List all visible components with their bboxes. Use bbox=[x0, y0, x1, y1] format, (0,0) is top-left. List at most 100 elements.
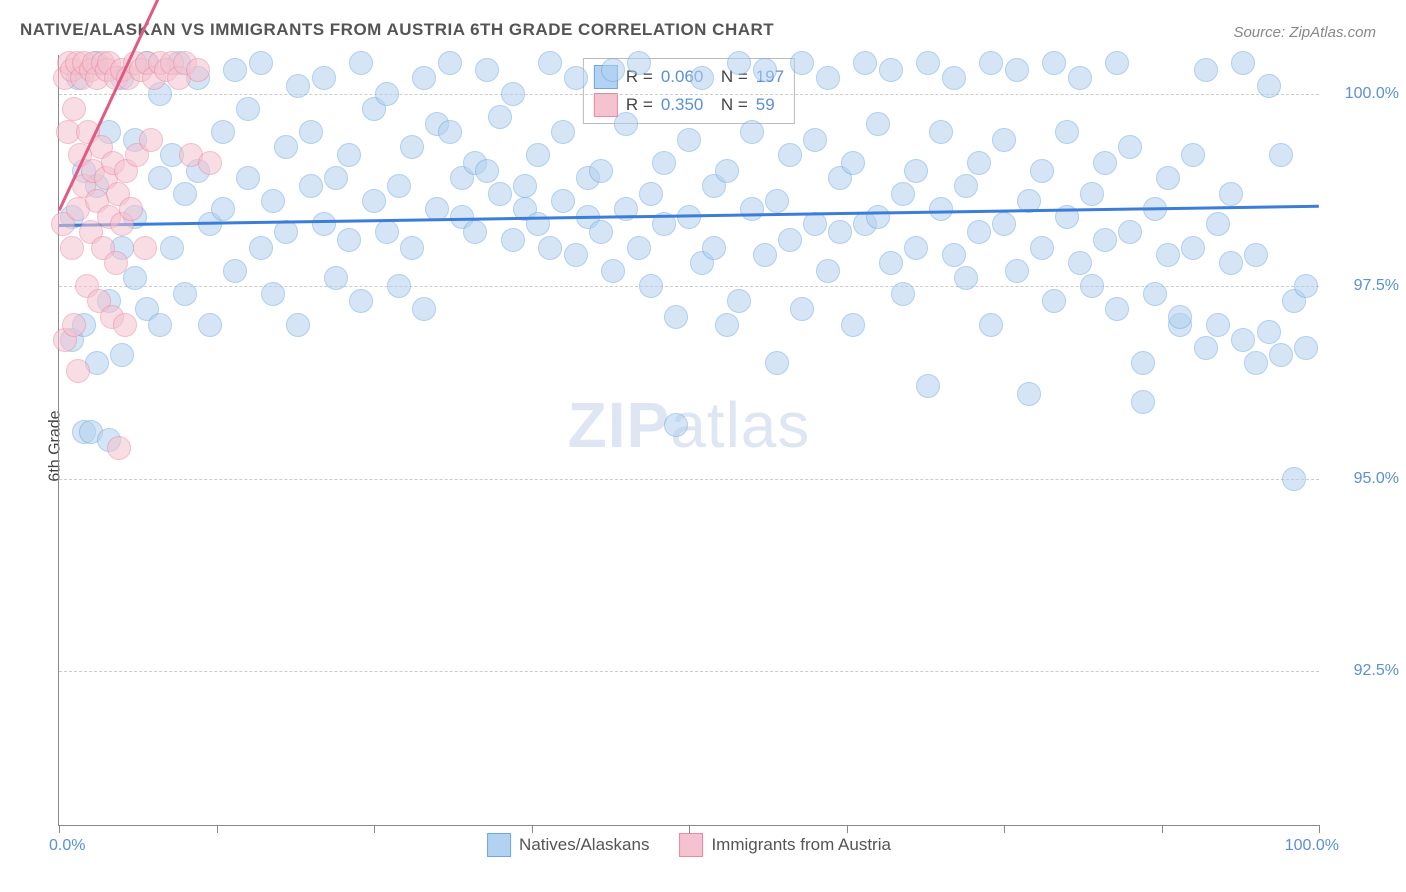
data-point bbox=[375, 220, 399, 244]
data-point bbox=[1080, 182, 1104, 206]
data-point bbox=[841, 151, 865, 175]
data-point bbox=[639, 274, 663, 298]
gridline bbox=[59, 286, 1319, 287]
data-point bbox=[249, 51, 273, 75]
data-point bbox=[501, 228, 525, 252]
x-tick bbox=[1162, 825, 1163, 833]
data-point bbox=[1269, 143, 1293, 167]
data-point bbox=[475, 58, 499, 82]
x-tick bbox=[1319, 825, 1320, 833]
data-point bbox=[1294, 336, 1318, 360]
data-point bbox=[538, 236, 562, 260]
data-point bbox=[778, 143, 802, 167]
data-point bbox=[1105, 51, 1129, 75]
data-point bbox=[1269, 343, 1293, 367]
data-point bbox=[488, 105, 512, 129]
data-point bbox=[387, 174, 411, 198]
data-point bbox=[879, 251, 903, 275]
data-point bbox=[790, 297, 814, 321]
data-point bbox=[664, 413, 688, 437]
x-tick bbox=[59, 825, 60, 833]
chart-title: NATIVE/ALASKAN VS IMMIGRANTS FROM AUSTRI… bbox=[20, 20, 774, 40]
data-point bbox=[601, 259, 625, 283]
data-point bbox=[589, 220, 613, 244]
data-point bbox=[627, 236, 651, 260]
data-point bbox=[1042, 289, 1066, 313]
data-point bbox=[1257, 74, 1281, 98]
y-tick-label: 92.5% bbox=[1329, 662, 1399, 680]
data-point bbox=[223, 259, 247, 283]
data-point bbox=[765, 351, 789, 375]
data-point bbox=[1143, 282, 1167, 306]
data-point bbox=[463, 220, 487, 244]
data-point bbox=[702, 236, 726, 260]
data-point bbox=[400, 135, 424, 159]
x-tick bbox=[374, 825, 375, 833]
x-axis-min-label: 0.0% bbox=[49, 837, 85, 855]
legend-label: Immigrants from Austria bbox=[711, 835, 891, 855]
data-point bbox=[601, 58, 625, 82]
data-point bbox=[1244, 243, 1268, 267]
data-point bbox=[1118, 135, 1142, 159]
data-point bbox=[148, 166, 172, 190]
data-point bbox=[753, 58, 777, 82]
data-point bbox=[198, 151, 222, 175]
data-point bbox=[349, 289, 373, 313]
data-point bbox=[62, 97, 86, 121]
legend-label: Natives/Alaskans bbox=[519, 835, 649, 855]
watermark: ZIPatlas bbox=[568, 388, 811, 462]
data-point bbox=[1194, 58, 1218, 82]
data-point bbox=[1005, 58, 1029, 82]
data-point bbox=[337, 143, 361, 167]
data-point bbox=[1231, 51, 1255, 75]
data-point bbox=[1181, 143, 1205, 167]
data-point bbox=[954, 266, 978, 290]
x-tick bbox=[1004, 825, 1005, 833]
data-point bbox=[1168, 305, 1192, 329]
legend-r-value: 0.350 bbox=[661, 95, 704, 115]
data-point bbox=[173, 282, 197, 306]
data-point bbox=[236, 166, 260, 190]
data-point bbox=[438, 120, 462, 144]
data-point bbox=[299, 174, 323, 198]
legend-swatch bbox=[487, 833, 511, 857]
data-point bbox=[249, 236, 273, 260]
data-point bbox=[929, 120, 953, 144]
gridline bbox=[59, 479, 1319, 480]
data-point bbox=[841, 313, 865, 337]
data-point bbox=[1105, 297, 1129, 321]
data-point bbox=[664, 305, 688, 329]
data-point bbox=[211, 197, 235, 221]
data-point bbox=[627, 51, 651, 75]
gridline bbox=[59, 671, 1319, 672]
data-point bbox=[1206, 313, 1230, 337]
data-point bbox=[1282, 467, 1306, 491]
data-point bbox=[967, 151, 991, 175]
data-point bbox=[942, 243, 966, 267]
data-point bbox=[929, 197, 953, 221]
x-tick bbox=[217, 825, 218, 833]
data-point bbox=[286, 313, 310, 337]
scatter-plot-area: ZIPatlas 0.0% 100.0% Natives/AlaskansImm… bbox=[58, 55, 1319, 826]
data-point bbox=[211, 120, 235, 144]
data-point bbox=[236, 97, 260, 121]
bottom-legend-item: Immigrants from Austria bbox=[679, 833, 891, 857]
data-point bbox=[110, 343, 134, 367]
data-point bbox=[715, 159, 739, 183]
y-tick-label: 97.5% bbox=[1329, 277, 1399, 295]
data-point bbox=[1017, 382, 1041, 406]
data-point bbox=[286, 74, 310, 98]
data-point bbox=[727, 289, 751, 313]
data-point bbox=[1194, 336, 1218, 360]
data-point bbox=[967, 220, 991, 244]
data-point bbox=[324, 266, 348, 290]
legend-swatch bbox=[679, 833, 703, 857]
data-point bbox=[148, 313, 172, 337]
data-point bbox=[488, 182, 512, 206]
data-point bbox=[727, 51, 751, 75]
data-point bbox=[715, 313, 739, 337]
data-point bbox=[803, 128, 827, 152]
legend-swatch bbox=[594, 93, 618, 117]
data-point bbox=[1055, 120, 1079, 144]
data-point bbox=[362, 189, 386, 213]
